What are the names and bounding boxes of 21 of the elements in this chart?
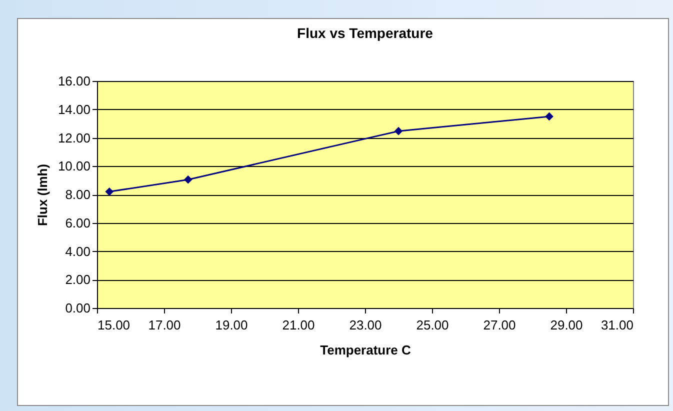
- x-tick-label: 19.00: [215, 318, 248, 332]
- y-tick-label: 6.00: [65, 215, 90, 230]
- y-tick-label: 2.00: [65, 272, 90, 288]
- y-tick-label: 12.00: [58, 130, 90, 146]
- y-tick-label: 16.00: [58, 74, 90, 88]
- x-tick-label: 21.00: [282, 318, 315, 332]
- x-tick-label: 15.00: [98, 318, 130, 332]
- x-tick-label: 31.00: [600, 318, 634, 332]
- y-tick-label: 0.00: [65, 300, 90, 316]
- x-tick-label: 29.00: [550, 318, 583, 332]
- x-tick-label: 23.00: [349, 318, 382, 332]
- x-tick-label: 17.00: [148, 318, 181, 332]
- y-tick-label: 14.00: [58, 102, 90, 117]
- chart-title: Flux vs Temperature: [297, 25, 434, 41]
- x-tick-label: 25.00: [416, 318, 449, 332]
- y-axis-title: Flux (lmh): [34, 164, 50, 226]
- y-tick-label: 8.00: [65, 187, 90, 202]
- y-tick-label: 4.00: [65, 244, 90, 259]
- x-tick-label: 27.00: [483, 318, 516, 332]
- y-tick-label: 10.00: [58, 158, 90, 174]
- x-axis-title: Temperature C: [320, 342, 412, 358]
